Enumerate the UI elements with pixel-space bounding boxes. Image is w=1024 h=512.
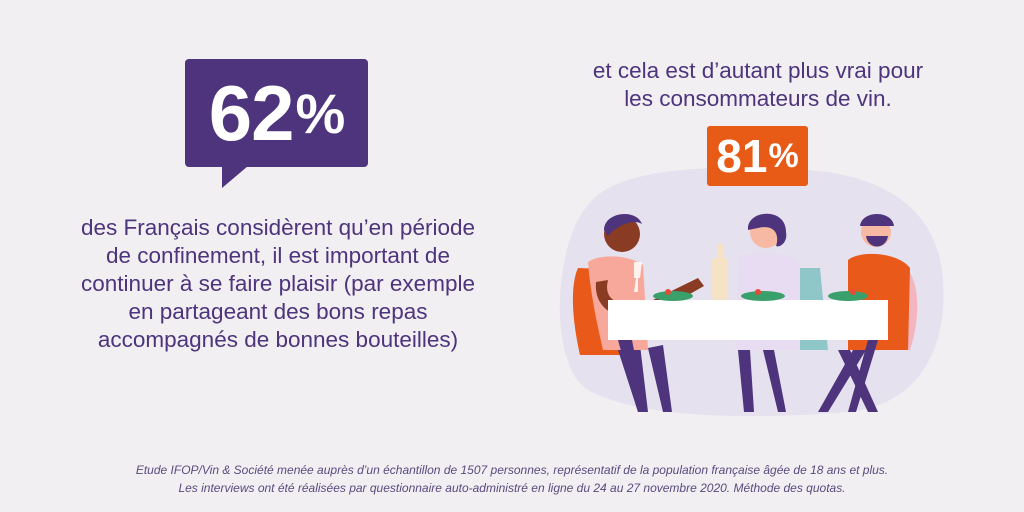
wine-bottle xyxy=(712,258,728,300)
tomato xyxy=(850,289,856,295)
right-text-line: et cela est d’autant plus vrai pour xyxy=(592,58,924,83)
person-right-hair xyxy=(860,214,894,247)
right-description: et cela est d’autant plus vrai pour les … xyxy=(548,57,968,113)
food-plate-left xyxy=(653,291,693,301)
person-left-hair xyxy=(604,213,642,236)
tomato xyxy=(755,289,761,295)
food-plate-right xyxy=(828,291,868,301)
footnote-line: Etude IFOP/Vin & Société menée auprès d’… xyxy=(135,463,889,477)
stat-81-unit: % xyxy=(768,136,799,175)
right-text-line: les consommateurs de vin. xyxy=(624,86,892,111)
table-top xyxy=(608,300,888,340)
person-middle-legs xyxy=(738,350,786,412)
dinner-table-illustration xyxy=(559,167,944,417)
left-text-line: en partageant des bons repas xyxy=(128,299,428,324)
stat-81-percent-badge: 81% xyxy=(707,126,808,186)
footnote-line: Les interviews ont été réalisées par que… xyxy=(178,481,846,495)
stat-62-unit: % xyxy=(295,81,345,145)
table-legs xyxy=(618,340,878,412)
left-text-line: de confinement, il est important de xyxy=(106,243,450,268)
left-text-line: accompagnés de bonnes bouteilles) xyxy=(97,327,459,352)
left-text-line: des Français considèrent qu’en période xyxy=(81,215,475,240)
stat-62-percent-bubble: 62% xyxy=(185,59,368,167)
left-text-line: continuer à se faire plaisir (par exempl… xyxy=(81,271,475,296)
wine-glass-left xyxy=(634,262,642,292)
stat-62-number: 62 xyxy=(208,68,295,157)
left-description: des Français considèrent qu’en période d… xyxy=(40,214,516,354)
wine-bottle-neck xyxy=(717,244,723,260)
stat-81-number: 81 xyxy=(716,130,768,182)
speech-bubble-tail xyxy=(222,166,248,188)
food-plate-middle xyxy=(741,291,785,301)
footnote: Etude IFOP/Vin & Société menée auprès d’… xyxy=(0,461,1024,497)
person-middle-hair xyxy=(747,213,787,247)
person-right-legs xyxy=(818,350,878,412)
tomato xyxy=(665,289,671,295)
